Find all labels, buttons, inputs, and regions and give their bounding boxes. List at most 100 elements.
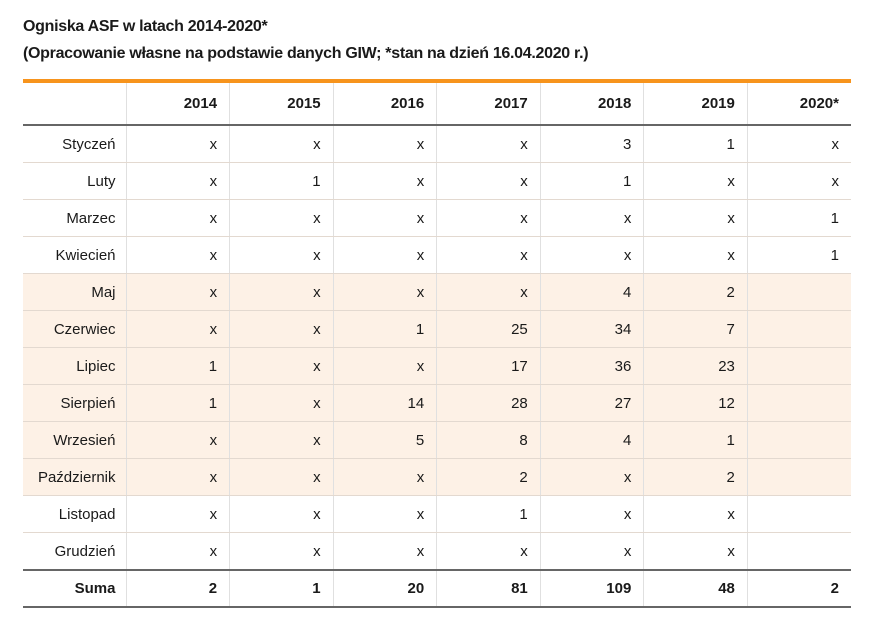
- value-cell: x: [332, 236, 437, 274]
- header-row: 2014 2015 2016 2017 2018 2019 2020*: [23, 83, 851, 126]
- value-cell: 1: [332, 310, 437, 348]
- value-cell: x: [436, 125, 541, 163]
- value-cell: x: [229, 310, 334, 348]
- value-cell: x: [436, 199, 541, 237]
- total-value-cell: 20: [332, 569, 437, 608]
- value-cell: [746, 384, 851, 422]
- value-cell: 2: [436, 458, 541, 496]
- table-row: Listopad x x x 1 x x: [23, 495, 851, 533]
- value-cell: x: [125, 236, 230, 274]
- month-label: Maj: [23, 273, 126, 311]
- value-cell: 2: [643, 458, 748, 496]
- table-row: Maj x x x x 4 2: [23, 273, 851, 311]
- value-cell: x: [332, 273, 437, 311]
- total-value-cell: 81: [436, 569, 541, 608]
- value-cell: x: [332, 347, 437, 385]
- month-label: Styczeń: [23, 125, 126, 163]
- month-label: Listopad: [23, 495, 126, 533]
- table-row: Kwiecień x x x x x x 1: [23, 236, 851, 274]
- value-cell: x: [539, 532, 644, 571]
- value-cell: x: [332, 199, 437, 237]
- value-cell: 1: [746, 236, 851, 274]
- accent-bar: [23, 79, 851, 83]
- value-cell: x: [643, 236, 748, 274]
- value-cell: x: [746, 162, 851, 200]
- value-cell: x: [436, 273, 541, 311]
- value-cell: 8: [436, 421, 541, 459]
- table-row: Grudzień x x x x x x: [23, 532, 851, 571]
- asf-outbreaks-table: 2014 2015 2016 2017 2018 2019 2020* Styczeń x x x…: [23, 83, 851, 608]
- value-cell: [746, 495, 851, 533]
- value-cell: x: [229, 273, 334, 311]
- value-cell: 1: [643, 421, 748, 459]
- value-cell: x: [125, 125, 230, 163]
- value-cell: [746, 347, 851, 385]
- month-label: Kwiecień: [23, 236, 126, 274]
- value-cell: [746, 273, 851, 311]
- table-row: Październik x x x 2 x 2: [23, 458, 851, 496]
- value-cell: 1: [643, 125, 748, 163]
- value-cell: x: [229, 384, 334, 422]
- value-cell: x: [539, 199, 644, 237]
- value-cell: 4: [539, 421, 644, 459]
- column-header: 2019: [643, 83, 748, 126]
- value-cell: 17: [436, 347, 541, 385]
- total-value-cell: 2: [125, 569, 230, 608]
- value-cell: [746, 421, 851, 459]
- column-header: 2017: [436, 83, 541, 126]
- value-cell: x: [539, 495, 644, 533]
- month-label: Październik: [23, 458, 126, 496]
- value-cell: x: [125, 495, 230, 533]
- header-corner-cell: [23, 83, 126, 126]
- value-cell: x: [125, 273, 230, 311]
- value-cell: 7: [643, 310, 748, 348]
- value-cell: 2: [643, 273, 748, 311]
- title-line-2: (Opracowanie własne na podstawie danych …: [23, 45, 589, 62]
- value-cell: 1: [746, 199, 851, 237]
- value-cell: 27: [539, 384, 644, 422]
- value-cell: 4: [539, 273, 644, 311]
- value-cell: x: [746, 125, 851, 163]
- total-row: Suma 2 1 20 81 109 48 2: [23, 569, 851, 608]
- month-label: Grudzień: [23, 532, 126, 571]
- value-cell: x: [125, 532, 230, 571]
- value-cell: x: [539, 458, 644, 496]
- value-cell: 23: [643, 347, 748, 385]
- value-cell: x: [332, 458, 437, 496]
- value-cell: 1: [229, 162, 334, 200]
- month-label: Luty: [23, 162, 126, 200]
- value-cell: x: [539, 236, 644, 274]
- value-cell: x: [332, 125, 437, 163]
- value-cell: x: [229, 125, 334, 163]
- total-value-cell: 48: [643, 569, 748, 608]
- value-cell: x: [229, 458, 334, 496]
- value-cell: x: [436, 236, 541, 274]
- table-row: Lipiec 1 x x 17 36 23: [23, 347, 851, 385]
- value-cell: x: [125, 162, 230, 200]
- value-cell: 1: [436, 495, 541, 533]
- value-cell: x: [436, 162, 541, 200]
- value-cell: 14: [332, 384, 437, 422]
- total-value-cell: 1: [229, 569, 334, 608]
- table-row: Luty x 1 x x 1 x x: [23, 162, 851, 200]
- value-cell: x: [332, 495, 437, 533]
- total-value-cell: 2: [746, 569, 851, 608]
- value-cell: 1: [125, 384, 230, 422]
- table-row: Wrzesień x x 5 8 4 1: [23, 421, 851, 459]
- value-cell: x: [125, 458, 230, 496]
- value-cell: [746, 532, 851, 571]
- value-cell: 1: [539, 162, 644, 200]
- table-row: Marzec x x x x x x 1: [23, 199, 851, 237]
- column-header: 2018: [539, 83, 644, 126]
- value-cell: x: [229, 421, 334, 459]
- value-cell: x: [229, 199, 334, 237]
- table-row: Czerwiec x x 1 25 34 7: [23, 310, 851, 348]
- value-cell: 5: [332, 421, 437, 459]
- column-header: 2015: [229, 83, 334, 126]
- month-label: Sierpień: [23, 384, 126, 422]
- value-cell: x: [125, 310, 230, 348]
- month-label: Wrzesień: [23, 421, 126, 459]
- table-body: Styczeń x x x x 3 1 x Luty x 1 x x 1 x x Marzec x x x x x x 1 Kw…: [23, 125, 851, 571]
- value-cell: x: [229, 347, 334, 385]
- value-cell: x: [643, 199, 748, 237]
